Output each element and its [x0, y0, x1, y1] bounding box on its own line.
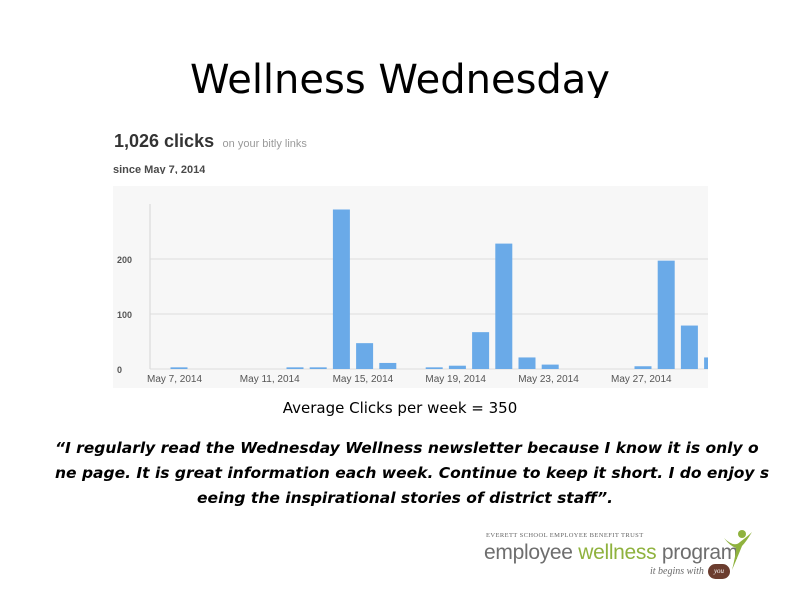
- quote-line: eeing the inspirational stories of distr…: [197, 489, 613, 507]
- quote-line: ne page. It is great information each we…: [55, 464, 770, 482]
- bar: [518, 357, 536, 369]
- logo-word-program: program: [656, 541, 738, 564]
- y-tick-label: 0: [117, 365, 122, 375]
- clicks-suffix: on your bitly links: [222, 138, 307, 150]
- logo-word-wellness: wellness: [578, 541, 657, 564]
- since-date-label: since May 7, 2014: [113, 164, 206, 174]
- x-tick-label: May 15, 2014: [333, 374, 394, 385]
- bar: [379, 362, 397, 369]
- average-clicks-text: Average Clicks per week = 350: [282, 399, 518, 417]
- bar: [286, 367, 304, 369]
- x-tick-label: May 19, 2014: [425, 374, 486, 385]
- bar: [356, 343, 374, 369]
- bar: [495, 243, 513, 369]
- logo-wordmark: employee wellness program: [484, 541, 738, 565]
- clicks-header: 1,026 clicks on your bitly links: [114, 131, 307, 152]
- logo-you-badge: you: [708, 564, 730, 579]
- bar: [309, 367, 327, 369]
- clicks-count: 1,026 clicks: [114, 131, 215, 151]
- bar: [704, 357, 708, 369]
- bar: [425, 367, 443, 369]
- clicks-bar-chart: 0 100 200 May 7, 2014 May 11, 2014 May 15, 20…: [117, 204, 708, 385]
- x-tick-label: May 23, 2014: [518, 374, 579, 385]
- x-tick-label: May 11, 2014: [240, 374, 300, 385]
- person-figure-icon: [724, 530, 752, 570]
- y-tick-label: 100: [117, 310, 132, 320]
- bar: [541, 364, 559, 369]
- logo-trust-name: EVERETT SCHOOL EMPLOYEE BENEFIT TRUST: [486, 532, 644, 539]
- bar: [472, 332, 490, 369]
- bar: [448, 365, 466, 369]
- bar: [634, 366, 652, 369]
- x-tick-label: May 27, 2014: [611, 374, 672, 385]
- bar: [170, 367, 188, 369]
- logo-tagline: it begins with: [650, 566, 704, 577]
- bar: [657, 260, 675, 369]
- employee-wellness-program-logo: EVERETT SCHOOL EMPLOYEE BENEFIT TRUST em…: [478, 528, 760, 584]
- logo-word-employee: employee: [484, 541, 579, 564]
- x-tick-label: May 7, 2014: [147, 374, 202, 385]
- y-tick-label: 200: [117, 255, 132, 265]
- testimonial-quote: “I regularly read the Wednesday Wellness…: [55, 436, 770, 511]
- slide-title: Wellness Wednesday: [190, 57, 610, 98]
- clicks-chart-panel: 0 100 200 May 7, 2014 May 11, 2014 May 15, 20…: [113, 186, 708, 388]
- bar: [332, 209, 350, 369]
- bar: [680, 325, 698, 369]
- quote-line: “I regularly read the Wednesday Wellness…: [55, 439, 759, 457]
